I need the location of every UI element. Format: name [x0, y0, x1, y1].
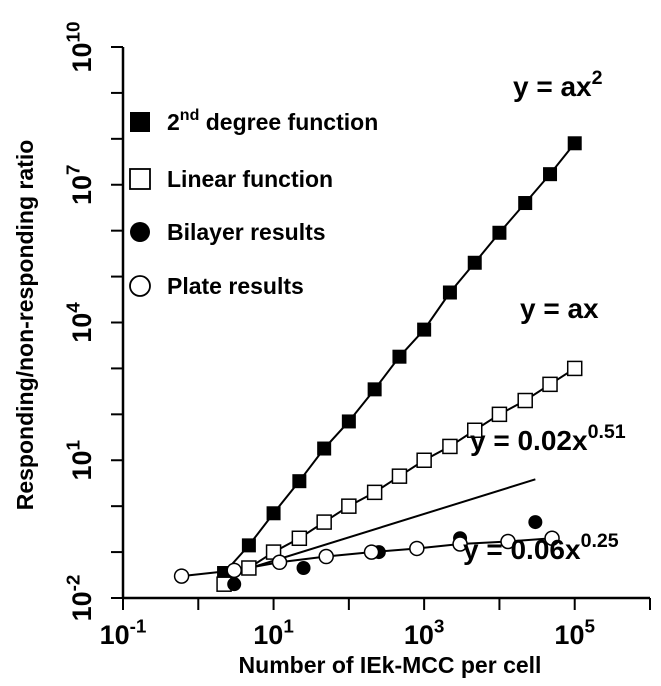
series-3-point	[500, 533, 516, 550]
series-0-point	[567, 136, 582, 151]
series-1-point	[341, 498, 357, 514]
series-1-point	[391, 468, 408, 484]
series-1-point	[416, 452, 432, 468]
series-1-point	[442, 438, 458, 455]
series-2-point	[296, 561, 311, 576]
legend-label-1: Linear function	[167, 166, 333, 192]
x-tick-label: 101	[253, 617, 294, 650]
y-tick-label: 10-2	[64, 575, 97, 622]
legend: 2nd degree function Linear function Bilaye…	[129, 107, 378, 299]
legend-marker-0	[130, 112, 150, 132]
series-1-point	[291, 530, 308, 547]
series-3-point	[409, 540, 425, 557]
legend-marker-1	[129, 168, 151, 190]
series-0-point	[341, 414, 356, 429]
x-tick-label: 10-1	[100, 617, 147, 650]
legend-marker-3	[129, 275, 151, 297]
fit-equation-2: y = 0.02x0.51	[470, 421, 626, 456]
y-axis-label: Responding/non-responding ratio	[12, 140, 38, 511]
series-3-point	[318, 548, 334, 565]
series-3-point	[226, 562, 242, 579]
series-3-point	[173, 568, 190, 584]
series-0-point	[492, 225, 507, 240]
series-3-point	[544, 530, 560, 547]
series-3-point	[452, 536, 468, 552]
series-3-point	[271, 554, 288, 571]
series-1-point	[366, 484, 383, 501]
series-0-point	[442, 285, 457, 300]
legend-label-0: 2nd degree function	[167, 107, 378, 135]
y-tick-label: 104	[64, 302, 97, 343]
legend-label-2: Bilayer results	[167, 219, 326, 245]
y-tick-label: 1010	[64, 21, 97, 72]
series-0-point	[543, 167, 558, 182]
series-0-point	[467, 255, 482, 270]
series-0-point	[266, 506, 281, 521]
y-tick-label: 107	[64, 164, 97, 205]
series-lines	[181, 142, 576, 586]
series-1-point	[517, 392, 533, 409]
x-tick-label: 103	[404, 617, 445, 650]
series-1-point	[542, 376, 558, 393]
series-1-point	[466, 422, 483, 439]
series-3-point	[363, 544, 380, 560]
x-tick-label: 105	[554, 617, 595, 650]
series-1-point	[316, 514, 332, 530]
series-2-point	[528, 515, 543, 530]
fit-equation-1: y = ax	[520, 293, 599, 324]
series-0-point	[292, 474, 307, 489]
fit-equation-3: y = 0.06x0.25	[463, 530, 619, 565]
fit-equation-0: y = ax2	[513, 67, 603, 102]
tick-labels: 10-1 101 103 105 10-2 101 104 107 1010	[64, 21, 595, 650]
series-0-point	[417, 322, 432, 337]
series-1-point	[491, 406, 508, 423]
series-2-point	[227, 577, 242, 592]
series-0-point	[317, 441, 332, 456]
ticks	[111, 46, 651, 610]
fit-annotations: y = ax2 y = ax y = 0.02x0.51 y = 0.06x0.25	[463, 67, 626, 565]
series-1-point	[566, 360, 583, 377]
y-tick-label: 101	[64, 440, 97, 481]
series-0-point	[392, 349, 407, 364]
legend-marker-2	[130, 222, 150, 242]
x-axis-label: Number of IEk-MCC per cell	[239, 652, 542, 678]
series-markers	[173, 136, 583, 592]
series-1-point	[241, 560, 257, 576]
legend-label-3: Plate results	[167, 273, 304, 299]
series-0-point	[367, 382, 382, 397]
series-0-point	[241, 538, 256, 553]
series-0-point	[518, 196, 533, 211]
